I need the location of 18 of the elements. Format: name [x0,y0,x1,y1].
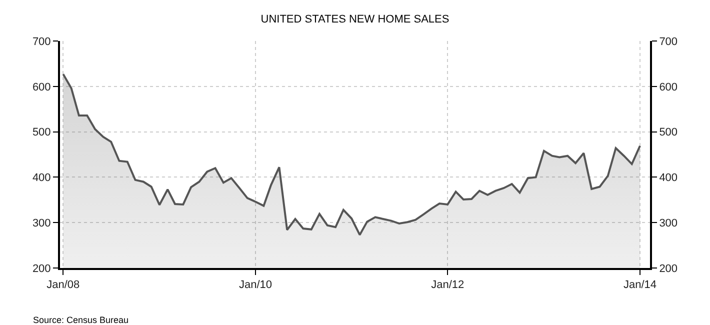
y-tick-label: 300 [32,217,51,230]
y2-tick-label: 600 [659,81,678,94]
y-tick-label: 600 [32,81,51,94]
y-tick-label: 700 [32,36,51,48]
y2-tick-label: 700 [659,36,678,48]
x-tick-label: Jan/14 [623,279,657,292]
y2-tick-label: 200 [659,262,678,275]
x-tick-label: Jan/10 [239,279,272,292]
y2-tick-label: 500 [659,126,678,139]
y-tick-label: 500 [32,126,51,139]
x-tick-label: Jan/12 [431,279,464,292]
y-tick-label: 400 [32,172,51,184]
source-note: Source: Census Bureau [33,315,129,325]
y2-tick-label: 400 [659,172,678,184]
y2-tick-label: 300 [659,217,678,230]
x-tick-label: Jan/08 [46,279,80,292]
y-tick-label: 200 [32,262,51,275]
chart-title: UNITED STATES NEW HOME SALES [260,13,450,26]
